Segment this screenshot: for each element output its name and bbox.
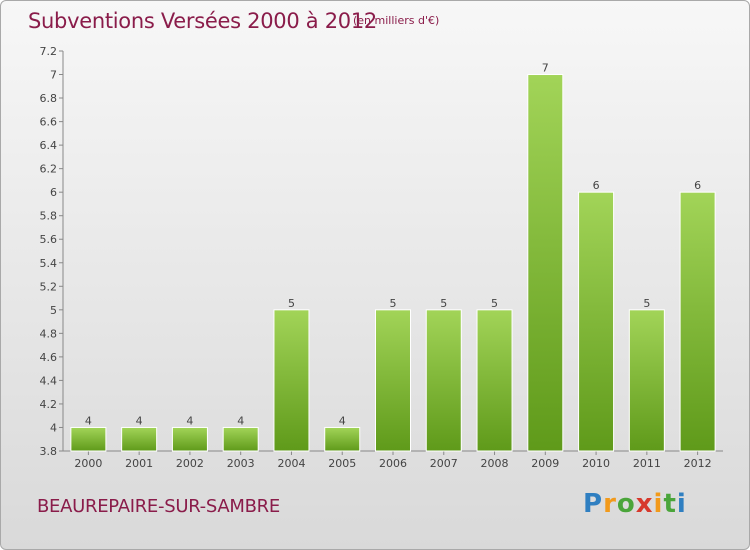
bar-2010 (578, 191, 615, 452)
x-tick-label-2002: 2002 (176, 457, 204, 470)
x-tick-label-2003: 2003 (227, 457, 255, 470)
data-label-2000: 4 (85, 414, 92, 427)
x-tick-label-2012: 2012 (684, 457, 712, 470)
data-label-2011: 5 (643, 297, 650, 310)
x-tick-label-2011: 2011 (633, 457, 661, 470)
x-tick-label-2008: 2008 (481, 457, 509, 470)
y-tick-label: 6.6 (40, 116, 58, 129)
bar-2000 (70, 426, 107, 452)
y-tick-label: 5.8 (40, 210, 58, 223)
y-tick-label: 5.6 (40, 233, 58, 246)
x-tick-label-2006: 2006 (379, 457, 407, 470)
x-tick-label-2004: 2004 (277, 457, 305, 470)
bar-2008 (476, 309, 513, 452)
bar-2004 (273, 309, 310, 452)
bar-2005 (324, 426, 361, 452)
data-label-2006: 5 (390, 297, 397, 310)
data-label-2009: 7 (542, 62, 549, 75)
data-label-2010: 6 (593, 179, 600, 192)
data-label-2005: 4 (339, 414, 346, 427)
y-tick-label: 5.2 (40, 280, 58, 293)
x-tick-label-2005: 2005 (328, 457, 356, 470)
y-tick-label: 6 (50, 186, 57, 199)
bar-2009 (527, 74, 564, 452)
x-tick-label-2010: 2010 (582, 457, 610, 470)
y-tick-label: 4.6 (40, 351, 58, 364)
y-tick-label: 4.8 (40, 327, 58, 340)
data-label-2007: 5 (440, 297, 447, 310)
data-label-2003: 4 (237, 414, 244, 427)
bar-2003 (222, 426, 259, 452)
bar-2007 (425, 309, 462, 452)
data-label-2012: 6 (694, 179, 701, 192)
bar-2002 (171, 426, 208, 452)
y-tick-label: 4.2 (40, 398, 58, 411)
y-tick-label: 6.4 (40, 139, 58, 152)
y-tick-label: 6.2 (40, 163, 58, 176)
data-label-2008: 5 (491, 297, 498, 310)
place-name: BEAUREPAIRE-SUR-SAMBRE (37, 496, 280, 517)
bar-2006 (375, 309, 411, 452)
chart-subtitle: (en milliers d'€) (353, 14, 440, 27)
data-label-2001: 4 (136, 414, 143, 427)
bar-2012 (679, 191, 716, 452)
proxiti-logo[interactable]: Proxiti (583, 489, 687, 519)
bar-chart: 3.8 4 4.2 4.4 4.6 4.8 5 5.2 5.4 5.6 5.8 6 6.2 6.4 6.6 6… (40, 45, 723, 470)
bar-2011 (628, 309, 665, 452)
y-tick-label: 3.8 (40, 445, 58, 458)
bar-2001 (121, 426, 158, 452)
y-tick-label: 7 (50, 69, 57, 82)
x-tick-label-2000: 2000 (74, 457, 102, 470)
y-tick-label: 5.4 (40, 257, 58, 270)
y-tick-label: 4 (50, 421, 57, 434)
data-label-2004: 5 (288, 297, 295, 310)
x-tick-label-2007: 2007 (430, 457, 458, 470)
y-tick-label: 4.4 (40, 374, 58, 387)
data-label-2002: 4 (186, 414, 193, 427)
chart-title: Subventions Versées 2000 à 2012 (28, 9, 377, 33)
x-tick-label-2001: 2001 (125, 457, 153, 470)
y-tick-label: 5 (50, 304, 57, 317)
y-tick-label: 6.8 (40, 92, 58, 105)
y-tick-label: 7.2 (40, 45, 58, 58)
x-tick-label-2009: 2009 (531, 457, 559, 470)
